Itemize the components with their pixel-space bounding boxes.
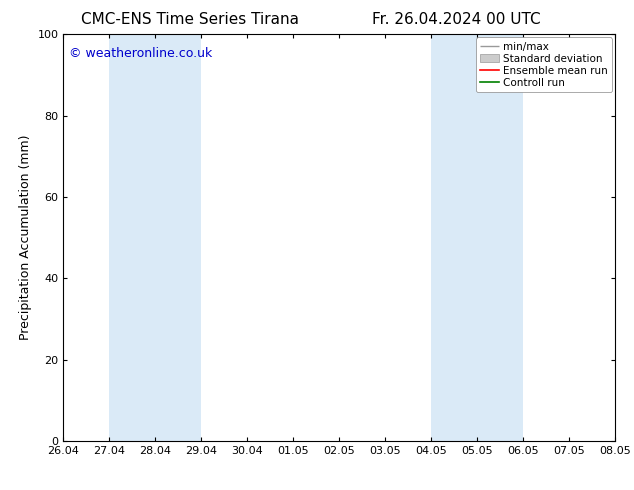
Text: © weatheronline.co.uk: © weatheronline.co.uk	[69, 47, 212, 59]
Bar	[110, 34, 202, 441]
Bar	[431, 34, 523, 441]
Text: Fr. 26.04.2024 00 UTC: Fr. 26.04.2024 00 UTC	[372, 12, 541, 27]
Y-axis label: Precipitation Accumulation (mm): Precipitation Accumulation (mm)	[19, 135, 32, 341]
Text: CMC-ENS Time Series Tirana: CMC-ENS Time Series Tirana	[81, 12, 299, 27]
Legend: min/max, Standard deviation, Ensemble mean run, Controll run: min/max, Standard deviation, Ensemble me…	[476, 37, 612, 92]
